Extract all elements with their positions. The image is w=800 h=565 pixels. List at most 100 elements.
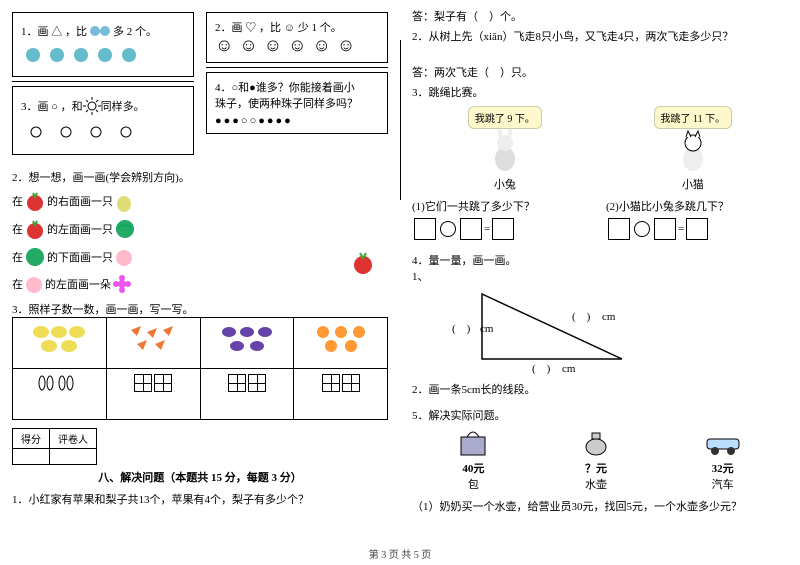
sun-icon [83,97,101,115]
pear-icon [113,189,135,213]
bag-icon [455,427,491,457]
jump-rope-row: 我跳了 9 下。 小兔 我跳了 11 下。 小猫 [412,106,788,192]
cell-lemons [13,318,107,368]
right-column: 答：梨子有（ ）个。 2．从树上先（xiān）飞走8只小鸟，又飞走4只，两次飞走… [400,0,800,540]
cell-tian [294,369,387,419]
txt: 的左面画一只 [47,221,113,237]
cat-label: 小猫 [682,179,704,191]
txt: 的右面画一只 [47,193,113,209]
svg-text:( ): ( ) [532,363,551,374]
cat-icon [673,129,713,173]
radish-icon [23,189,47,213]
svg-text:( ): ( ) [572,311,591,323]
car-icon [701,427,745,457]
rabbit-block: 我跳了 9 下。 小兔 [468,106,542,192]
txt: 在 [12,221,23,237]
svg-text:cm: cm [480,323,494,335]
q2-text: 2．画 ♡ ，比 ☺ 少 1 个。 [215,19,379,35]
q3-title: 3．照样子数一数，画一画，写一写。 [12,301,388,317]
q4-text-a: 4．○和●谁多？你能接着画小 [215,79,379,95]
item-kettle: ？元 水壶 [578,427,614,492]
divider [12,81,194,82]
q4-2: 2．画一条5cm长的线段。 [412,381,788,397]
ans2: 答：两次飞走（ ）只。 [412,64,788,80]
direction-list: 在 的右面画一只 在 的左面画一只 在 的下面画一只 在 的左面画一朵 [12,189,388,295]
peach-icon [23,273,45,295]
smileys: ☺☺☺☺☺☺ [215,35,379,56]
q1-text-b: 多 2 个。 [113,23,157,39]
q5-1: （1）奶奶买一个水壶，给营业员30元，找回5元，一个水壶多少元？ [412,498,788,514]
radish-icon [23,217,47,241]
lemons-icon [29,322,89,354]
price: ？元 [585,463,607,475]
txt: 在 [12,249,23,265]
q4: 4．量一量，画一画。 [412,252,788,268]
price: 40元 [462,463,484,475]
q3-box: 3．画 ○ ，和 同样多。 [12,86,194,155]
rabbit-label: 小兔 [494,179,516,191]
rabbit-bubble: 我跳了 9 下。 [468,106,542,129]
page-footer: 第 3 页 共 5 页 [0,546,800,561]
q4-text-b: 珠子，使两种珠子同样多吗？ [215,95,379,111]
eggplants-icon [217,322,277,354]
top-boxes: 1．画 △ ，比 多 2 个。 3．画 ○ ，和 同样多。 [12,8,388,159]
svg-text:cm: cm [602,311,616,323]
kettle-icon [578,427,614,457]
cell-tian [201,369,295,419]
q3: 3．跳绳比赛。 [412,84,788,100]
cell-carrots [107,318,201,368]
q2: 2．从树上先（xiān）飞走8只小鸟，又飞走4只，两次飞走多少只？ [412,28,788,44]
cell-tian [107,369,201,419]
q3-text: 3．画 ○ ，和 [21,98,83,114]
count-grid-bottom [12,369,388,420]
eq1: = [412,218,594,240]
cat-block: 我跳了 11 下。 小猫 [654,106,733,192]
left-column: 1．画 △ ，比 多 2 个。 3．画 ○ ，和 同样多。 [0,0,400,540]
name: 水壶 [585,479,607,491]
item-bag: 40元 包 [455,427,491,492]
grader-label: 评卷人 [50,429,97,449]
stray-radish-icon [350,250,376,276]
q4-box: 4．○和●谁多？你能接着画小 珠子，使两种珠子同样多吗？ ●●●○○●●●● [206,72,388,134]
section-8-title: 八、解决问题（本题共 15 分，每题 3 分） [12,469,388,485]
oranges-icon [311,322,371,354]
svg-text:( ): ( ) [452,323,471,335]
bird-icon [87,23,113,39]
vertical-divider [400,40,401,200]
q2-box: 2．画 ♡ ，比 ☺ 少 1 个。 ☺☺☺☺☺☺ [206,12,388,63]
cell-eggplants [201,318,295,368]
score-table: 得分评卷人 [12,428,97,465]
txt: 的下面画一只 [47,249,113,265]
items-row: 40元 包 ？元 水壶 32元 汽车 [412,427,788,492]
beads: ●●●○○●●●● [215,115,379,127]
name: 包 [468,479,479,491]
flower-icon [111,273,133,295]
rabbit-icon [485,129,525,173]
count-grid [12,317,388,369]
q1-text: 1．画 △ ，比 [21,23,87,39]
cell-oranges [294,318,387,368]
triangle-icon: ( ) cm ( ) cm ( ) cm [452,284,652,374]
ans1: 答：梨子有（ ）个。 [412,8,788,24]
svg-text:cm: cm [562,363,576,374]
tally-icon [34,373,84,401]
q3-subs: (1)它们一共跳了多少下？ = (2)小猫比小兔多跳几下？ = [412,198,788,244]
price: 32元 [712,463,734,475]
item-car: 32元 汽车 [701,427,745,492]
q5: 5．解决实际问题。 [412,407,788,423]
birds-row-icon [21,43,161,67]
eq2: = [606,218,788,240]
peach-icon [113,246,135,268]
cat-bubble: 我跳了 11 下。 [654,106,733,129]
txt: 在 [12,193,23,209]
score-label: 得分 [13,429,50,449]
q1-box: 1．画 △ ，比 多 2 个。 [12,12,194,77]
carrots-icon [123,322,183,354]
suns-row-icon [21,119,161,145]
q3-2: (2)小猫比小兔多跳几下？ [606,198,788,214]
watermelon-icon [23,245,47,269]
divider [206,67,388,68]
q2-title: 2．想一想，画一画(学会辨别方向)。 [12,169,388,185]
cell-tally [13,369,107,419]
q3-1: (1)它们一共跳了多少下？ [412,198,594,214]
